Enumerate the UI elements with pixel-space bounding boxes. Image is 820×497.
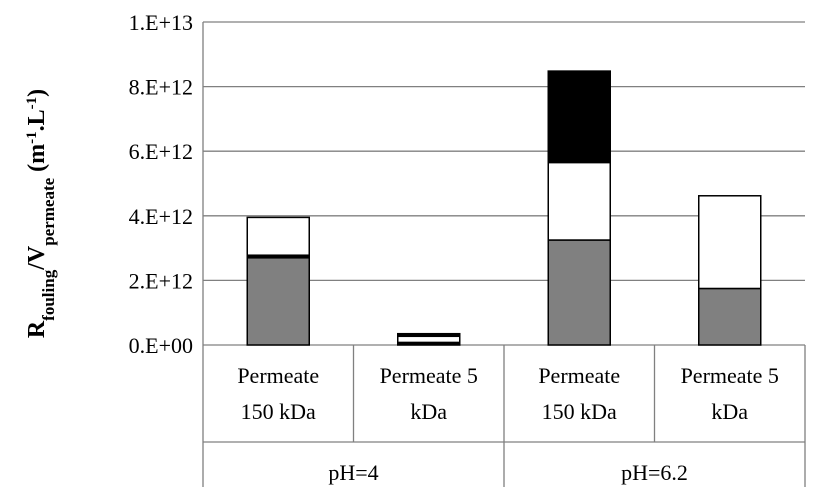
- y-tick-label: 1.E+13: [129, 10, 193, 35]
- bar-segment: [246, 257, 310, 346]
- category-label: 150 kDa: [542, 399, 617, 424]
- bar-segment: [397, 335, 461, 344]
- bar-segment: [547, 70, 611, 164]
- y-axis-title: Rfouling/Vpermeate (m-1.L-1): [24, 89, 58, 338]
- category-label: Permeate: [237, 363, 319, 388]
- group-label: pH=6.2: [621, 460, 688, 485]
- y-tick-label: 0.E+00: [129, 333, 193, 358]
- category-label: kDa: [711, 399, 748, 424]
- bar-segment: [547, 161, 611, 241]
- category-label: Permeate 5: [681, 363, 779, 388]
- bar-segment: [547, 239, 611, 346]
- bar-segment: [698, 195, 762, 290]
- group-label: pH=4: [328, 460, 378, 485]
- category-label: Permeate: [538, 363, 620, 388]
- category-label: 150 kDa: [241, 399, 316, 424]
- y-tick-label: 2.E+12: [129, 268, 193, 293]
- y-tick-label: 8.E+12: [129, 75, 193, 100]
- bar-segment: [397, 332, 461, 338]
- bar-segment: [246, 216, 310, 256]
- y-tick-label: 4.E+12: [129, 204, 193, 229]
- category-label: Permeate 5: [380, 363, 478, 388]
- bar-segment: [698, 287, 762, 346]
- y-tick-label: 6.E+12: [129, 139, 193, 164]
- category-label: kDa: [410, 399, 447, 424]
